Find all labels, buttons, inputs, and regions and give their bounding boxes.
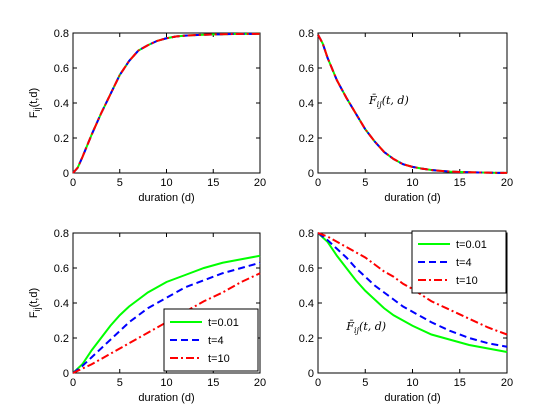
legend: t=0.01 t=4 t=10 (163, 308, 259, 372)
x-tick-label: 10 (406, 177, 418, 189)
y-tick-label: 0.2 (54, 133, 69, 145)
y-tick-label: 0.8 (54, 28, 69, 40)
y-tick-label: 0.6 (54, 63, 69, 75)
y-tick-label: 0 (308, 368, 314, 380)
x-tick-label: 5 (117, 177, 123, 189)
y-tick-label: 0.2 (54, 333, 69, 345)
y-tick-label: 0.4 (299, 98, 314, 110)
chart-bottom-right: 0 5 10 15 20 0 0.2 0.4 0.6 0.8 duration (d) F̄ij(t,… (299, 228, 513, 404)
series-line-t4 (317, 232, 508, 348)
x-axis-label: duration (d) (384, 192, 440, 204)
series-line-2 (72, 32, 260, 174)
x-tick-label: 15 (207, 377, 219, 389)
legend-label: t=4 (456, 257, 472, 269)
legend-label: t=0.01 (456, 239, 487, 251)
x-tick-label: 15 (207, 177, 219, 189)
x-tick-label: 5 (117, 377, 123, 389)
y-tick-label: 0.8 (54, 228, 69, 240)
y-axis-label: Fij(t,d) (28, 288, 42, 318)
x-tick-label: 10 (160, 177, 172, 189)
x-tick-label: 10 (406, 377, 418, 389)
chart-bottom-left: 0 5 10 15 20 0 0.2 0.4 0.6 0.8 duration (d) Fij(t,d… (28, 228, 266, 404)
y-tick-label: 0.2 (299, 133, 314, 145)
plot-area (72, 32, 261, 174)
series-line-t001 (72, 254, 261, 374)
y-tick-label: 0.6 (299, 263, 314, 275)
y-tick-label: 0.4 (299, 298, 314, 310)
x-tick-label: 0 (315, 377, 321, 389)
series-line-2 (317, 34, 507, 174)
x-tick-label: 5 (362, 377, 368, 389)
legend-label: t=0.01 (208, 317, 239, 329)
legend: t=0.01 t=4 t=10 (411, 230, 507, 294)
chart-top-right: 0 5 10 15 20 0 0.2 0.4 0.6 0.8 duration (d) F̄ij(t,… (299, 28, 513, 204)
series-line-t001 (317, 232, 508, 353)
y-tick-label: 0 (308, 168, 314, 180)
y-tick-label: 0.2 (299, 333, 314, 345)
legend-label: t=4 (208, 335, 224, 347)
x-tick-label: 20 (254, 177, 266, 189)
x-tick-label: 20 (254, 377, 266, 389)
y-axis-label: Fij(t,d) (28, 88, 42, 118)
y-tick-label: 0.6 (54, 263, 69, 275)
x-axis-label: duration (d) (384, 392, 440, 404)
x-tick-label: 0 (70, 177, 76, 189)
x-tick-label: 20 (501, 177, 513, 189)
legend-label: t=10 (208, 353, 230, 365)
chart-top-left: 0 5 10 15 20 0 0.2 0.4 0.6 0.8 duration (d) Fij(t,d… (28, 28, 266, 204)
legend-label: t=10 (456, 275, 478, 287)
y-tick-label: 0.8 (299, 228, 314, 240)
x-tick-label: 0 (70, 377, 76, 389)
annotation-label: F̄ij(t, d) (345, 320, 386, 335)
x-tick-label: 15 (454, 377, 466, 389)
legend-box (411, 230, 507, 294)
legend-box (163, 308, 259, 372)
plot-area (317, 32, 508, 174)
y-tick-label: 0.4 (54, 98, 69, 110)
y-tick-label: 0 (63, 168, 69, 180)
annotation-label: F̄ij(t, d) (368, 94, 409, 109)
y-tick-label: 0.6 (299, 63, 314, 75)
x-axis-label: duration (d) (138, 392, 194, 404)
x-tick-label: 5 (362, 177, 368, 189)
series-line-t4 (72, 261, 261, 374)
x-tick-label: 15 (454, 177, 466, 189)
y-tick-label: 0.8 (299, 28, 314, 40)
y-tick-label: 0.4 (54, 298, 69, 310)
y-tick-label: 0 (63, 368, 69, 380)
series-line-t10 (317, 232, 508, 336)
x-tick-label: 10 (160, 377, 172, 389)
x-tick-label: 0 (315, 177, 321, 189)
x-axis-label: duration (d) (138, 192, 194, 204)
x-tick-label: 20 (501, 377, 513, 389)
